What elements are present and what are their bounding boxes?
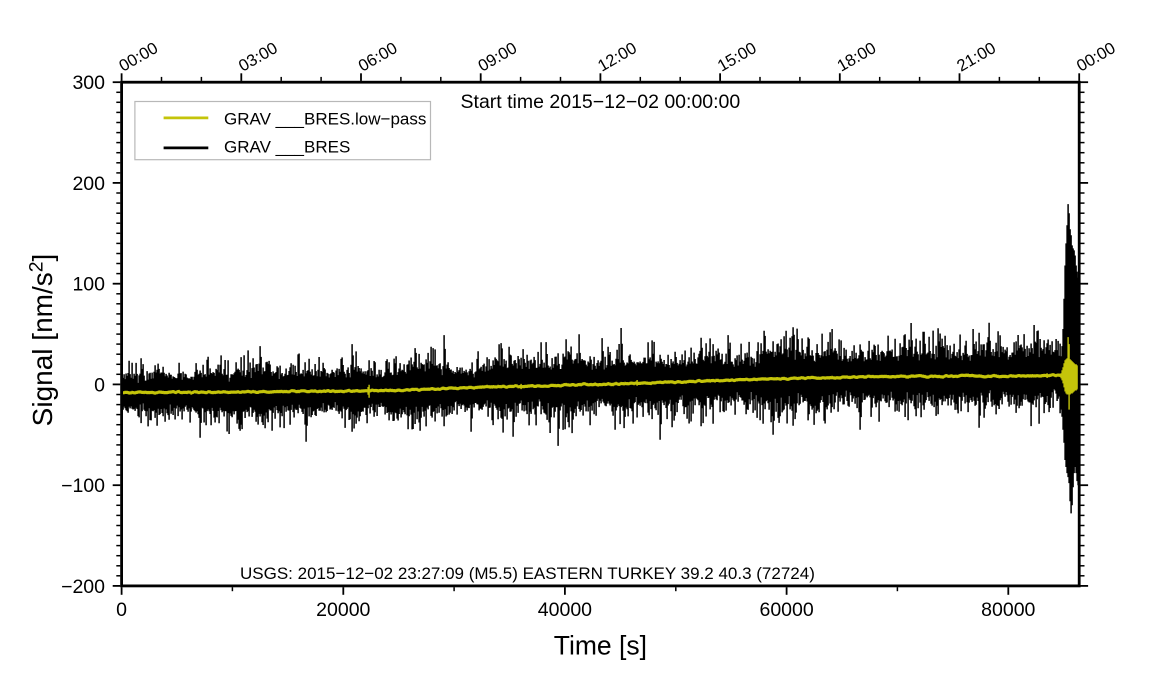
svg-text:Signal [nm/s2]: Signal [nm/s2] — [25, 254, 58, 427]
svg-text:−200: −200 — [61, 576, 105, 598]
svg-text:0: 0 — [94, 374, 105, 396]
svg-text:GRAV ___BRES: GRAV ___BRES — [224, 138, 350, 157]
svg-text:−100: −100 — [61, 475, 105, 497]
svg-text:GRAV ___BRES.low−pass: GRAV ___BRES.low−pass — [224, 110, 426, 129]
svg-text:Start time 2015−12−02 00:00:00: Start time 2015−12−02 00:00:00 — [461, 91, 741, 113]
svg-text:60000: 60000 — [759, 599, 813, 621]
svg-text:100: 100 — [72, 274, 105, 296]
svg-text:USGS: 2015−12−02 23:27:09 (M5.: USGS: 2015−12−02 23:27:09 (M5.5) EASTERN… — [240, 564, 815, 583]
svg-text:200: 200 — [72, 173, 105, 195]
svg-text:0: 0 — [116, 599, 127, 621]
svg-text:80000: 80000 — [981, 599, 1035, 621]
svg-text:300: 300 — [72, 72, 105, 94]
svg-text:Time [s]: Time [s] — [554, 631, 647, 661]
svg-text:40000: 40000 — [538, 599, 592, 621]
svg-text:20000: 20000 — [316, 599, 370, 621]
